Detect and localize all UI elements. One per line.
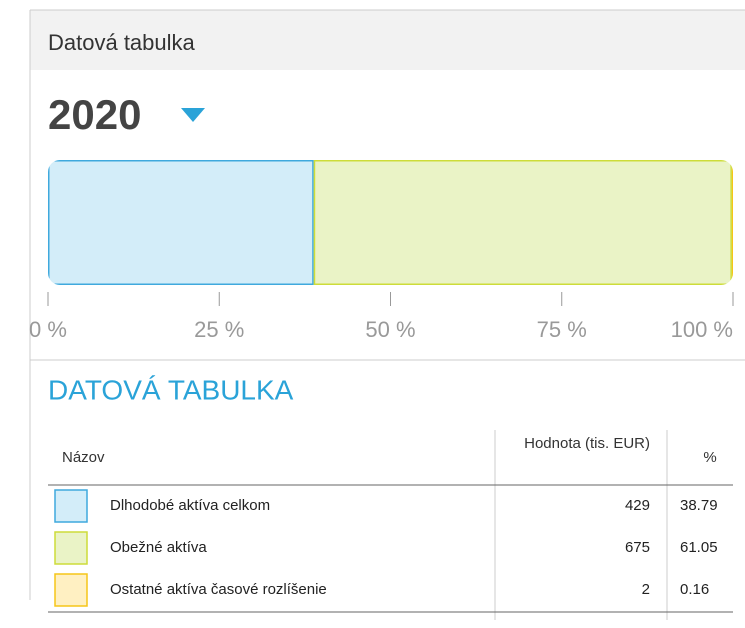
header-band — [30, 10, 745, 70]
legend-swatch — [54, 573, 88, 607]
table-title: DATOVÁ TABULKA — [48, 374, 294, 405]
row-name: Obežné aktíva — [110, 539, 207, 556]
year-dropdown[interactable] — [181, 108, 205, 122]
header-title: Datová tabulka — [48, 30, 196, 55]
row-amount: 429 — [625, 497, 650, 514]
x-tick-label: 50 % — [365, 317, 415, 342]
x-tick-label: 25 % — [194, 317, 244, 342]
column-header: Hodnota (tis. EUR) — [524, 435, 650, 452]
bar-segment — [48, 160, 314, 285]
row-amount: 675 — [625, 539, 650, 556]
row-name: Ostatné aktíva časové rozlíšenie — [110, 581, 327, 598]
row-percent: 61.05 — [680, 539, 718, 556]
bar-group — [48, 160, 733, 285]
row-percent: 38.79 — [680, 497, 718, 514]
year[interactable]: 2020 — [48, 91, 141, 138]
legend-swatch — [54, 531, 88, 565]
row-name: Dlhodobé aktíva celkom — [110, 497, 270, 514]
row-percent: 0.16 — [680, 581, 709, 598]
bar-segment — [313, 160, 732, 285]
column-header: Názov — [62, 449, 105, 466]
x-tick-label: 75 % — [537, 317, 587, 342]
row-amount: 2 — [642, 581, 650, 598]
x-tick-label: 0 % — [29, 317, 67, 342]
x-tick-label: 100 % — [671, 317, 733, 342]
column-header: % — [703, 449, 716, 466]
legend-swatch — [54, 489, 88, 523]
